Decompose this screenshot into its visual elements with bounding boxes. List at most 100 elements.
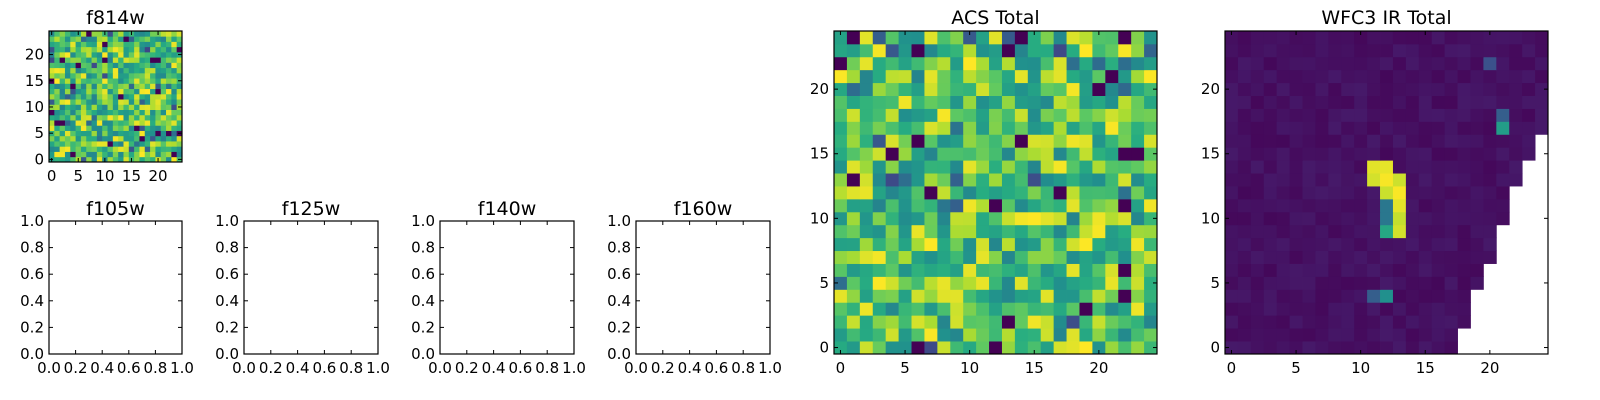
- wfc3_total-pixel: [1418, 302, 1433, 316]
- acs_total-pixel: [1053, 160, 1067, 174]
- acs_total-pixel: [834, 43, 848, 58]
- f814w-pixel: [59, 146, 66, 152]
- wfc3_total-pixel: [1237, 121, 1252, 135]
- acs_total-pixel: [976, 147, 990, 161]
- wfc3_total-pixel: [1289, 289, 1303, 303]
- wfc3_total-pixel: [1392, 134, 1407, 148]
- acs_total-pixel: [859, 95, 874, 109]
- wfc3_total-pixel: [1392, 82, 1407, 96]
- acs_total-pixel: [924, 211, 938, 226]
- acs_total-pixel: [976, 302, 990, 316]
- f814w-pixel: [139, 93, 146, 100]
- acs_total-pixel: [898, 31, 912, 45]
- wfc3_total-pixel: [1367, 186, 1381, 200]
- acs_total-pixel: [1066, 160, 1080, 174]
- f814w-pixel: [102, 83, 108, 90]
- acs_total-pixel: [924, 263, 938, 277]
- acs_total-pixel: [950, 108, 964, 122]
- f814w-pixel: [123, 51, 130, 58]
- acs_total-pixel: [885, 263, 899, 277]
- wfc3_total-pixel: [1380, 315, 1394, 329]
- wfc3_total-pixel: [1367, 302, 1381, 316]
- wfc3_total-pixel: [1225, 198, 1239, 213]
- f814w-pixel: [155, 88, 162, 95]
- wfc3_total-pixel: [1263, 237, 1278, 252]
- acs_total-pixel: [885, 43, 899, 58]
- f814w-pixel: [134, 36, 140, 42]
- f814w-pixel: [102, 51, 108, 58]
- f814w-pixel: [96, 46, 103, 53]
- f814w-pixel: [134, 72, 140, 79]
- f814w-pixel: [70, 51, 76, 58]
- f814w-pixel: [123, 88, 130, 95]
- acs_total-pixel: [1001, 31, 1016, 45]
- wfc3_total-pixel: [1367, 263, 1381, 277]
- acs_total-pixel: [1131, 95, 1145, 109]
- acs_total-pixel: [976, 82, 990, 96]
- acs_total-pixel: [1105, 160, 1119, 174]
- wfc3_total-pixel: [1522, 134, 1536, 148]
- acs_total-pixel: [1131, 43, 1145, 58]
- acs_total-pixel: [989, 341, 1003, 355]
- wfc3_total-pixel: [1289, 82, 1303, 96]
- f814w-pixel: [64, 83, 71, 90]
- wfc3_total-pixel: [1392, 315, 1407, 329]
- acs_total-pixel: [1105, 328, 1119, 342]
- wfc3_total-pixel: [1405, 134, 1420, 148]
- wfc3_total-pixel: [1315, 224, 1329, 239]
- acs_total-pixel: [937, 224, 951, 239]
- acs_total-pixel: [1118, 263, 1132, 277]
- f814w-pixel: [134, 99, 140, 105]
- f814w-pixel: [150, 104, 156, 110]
- acs_total-pixel: [1131, 108, 1145, 122]
- f814w-pixel: [96, 31, 103, 37]
- wfc3_total-pixel: [1276, 31, 1290, 45]
- acs_total-pixel: [1105, 134, 1119, 148]
- wfc3_total-pixel: [1315, 82, 1329, 96]
- f814w-pixel: [155, 46, 162, 53]
- wfc3_total-pixel: [1289, 276, 1303, 290]
- f814w-pixel: [91, 130, 98, 137]
- acs_total-pixel: [898, 134, 912, 148]
- wfc3_total-pixel: [1405, 263, 1420, 277]
- acs_total-pixel: [846, 95, 861, 109]
- acs_total-pixel: [1027, 186, 1042, 200]
- f814w-pixel: [150, 109, 156, 116]
- wfc3_total-pixel: [1470, 43, 1484, 58]
- acs_total-pixel: [898, 315, 912, 329]
- acs_total-pixel: [1027, 82, 1042, 96]
- f814w-pixel: [54, 104, 61, 110]
- acs_total-pixel: [1053, 315, 1067, 329]
- f814w-pixel: [107, 46, 114, 53]
- acs_total-pixel: [1001, 315, 1016, 329]
- f814w-pixel: [49, 146, 55, 152]
- acs_total-pixel: [872, 82, 887, 96]
- f814w-pixel: [134, 146, 140, 152]
- acs_total-pixel: [989, 315, 1003, 329]
- f814w-pixel: [176, 46, 183, 53]
- f814w-pixel: [176, 151, 183, 158]
- wfc3_total-pixel: [1496, 121, 1510, 135]
- wfc3_total-pixel: [1328, 31, 1342, 45]
- acs_total-pixel: [1027, 108, 1042, 122]
- wfc3_total-pixel: [1250, 147, 1265, 161]
- f140w-xtick-label: 0.6: [508, 359, 532, 377]
- acs_total-pixel: [1105, 186, 1119, 200]
- wfc3_total-pixel: [1509, 173, 1523, 187]
- wfc3_total-pixel: [1418, 186, 1433, 200]
- f814w-pixel: [144, 125, 151, 131]
- wfc3_total-pixel: [1225, 237, 1239, 252]
- wfc3_total-pixel: [1431, 121, 1446, 135]
- wfc3_total-pixel: [1509, 121, 1523, 135]
- wfc3_total-pixel: [1302, 31, 1316, 45]
- acs_total-pixel: [1092, 95, 1106, 109]
- acs_total-pixel: [859, 263, 874, 277]
- wfc3_total-pixel: [1444, 341, 1458, 355]
- wfc3_total-pixel: [1392, 302, 1407, 316]
- f814w-pixel: [102, 67, 108, 74]
- f814w-pixel: [134, 135, 140, 142]
- f814w-pixel: [171, 156, 178, 163]
- f814w-pixel: [64, 104, 71, 110]
- f814w-pixel: [49, 36, 55, 42]
- wfc3_total-pixel: [1470, 276, 1484, 290]
